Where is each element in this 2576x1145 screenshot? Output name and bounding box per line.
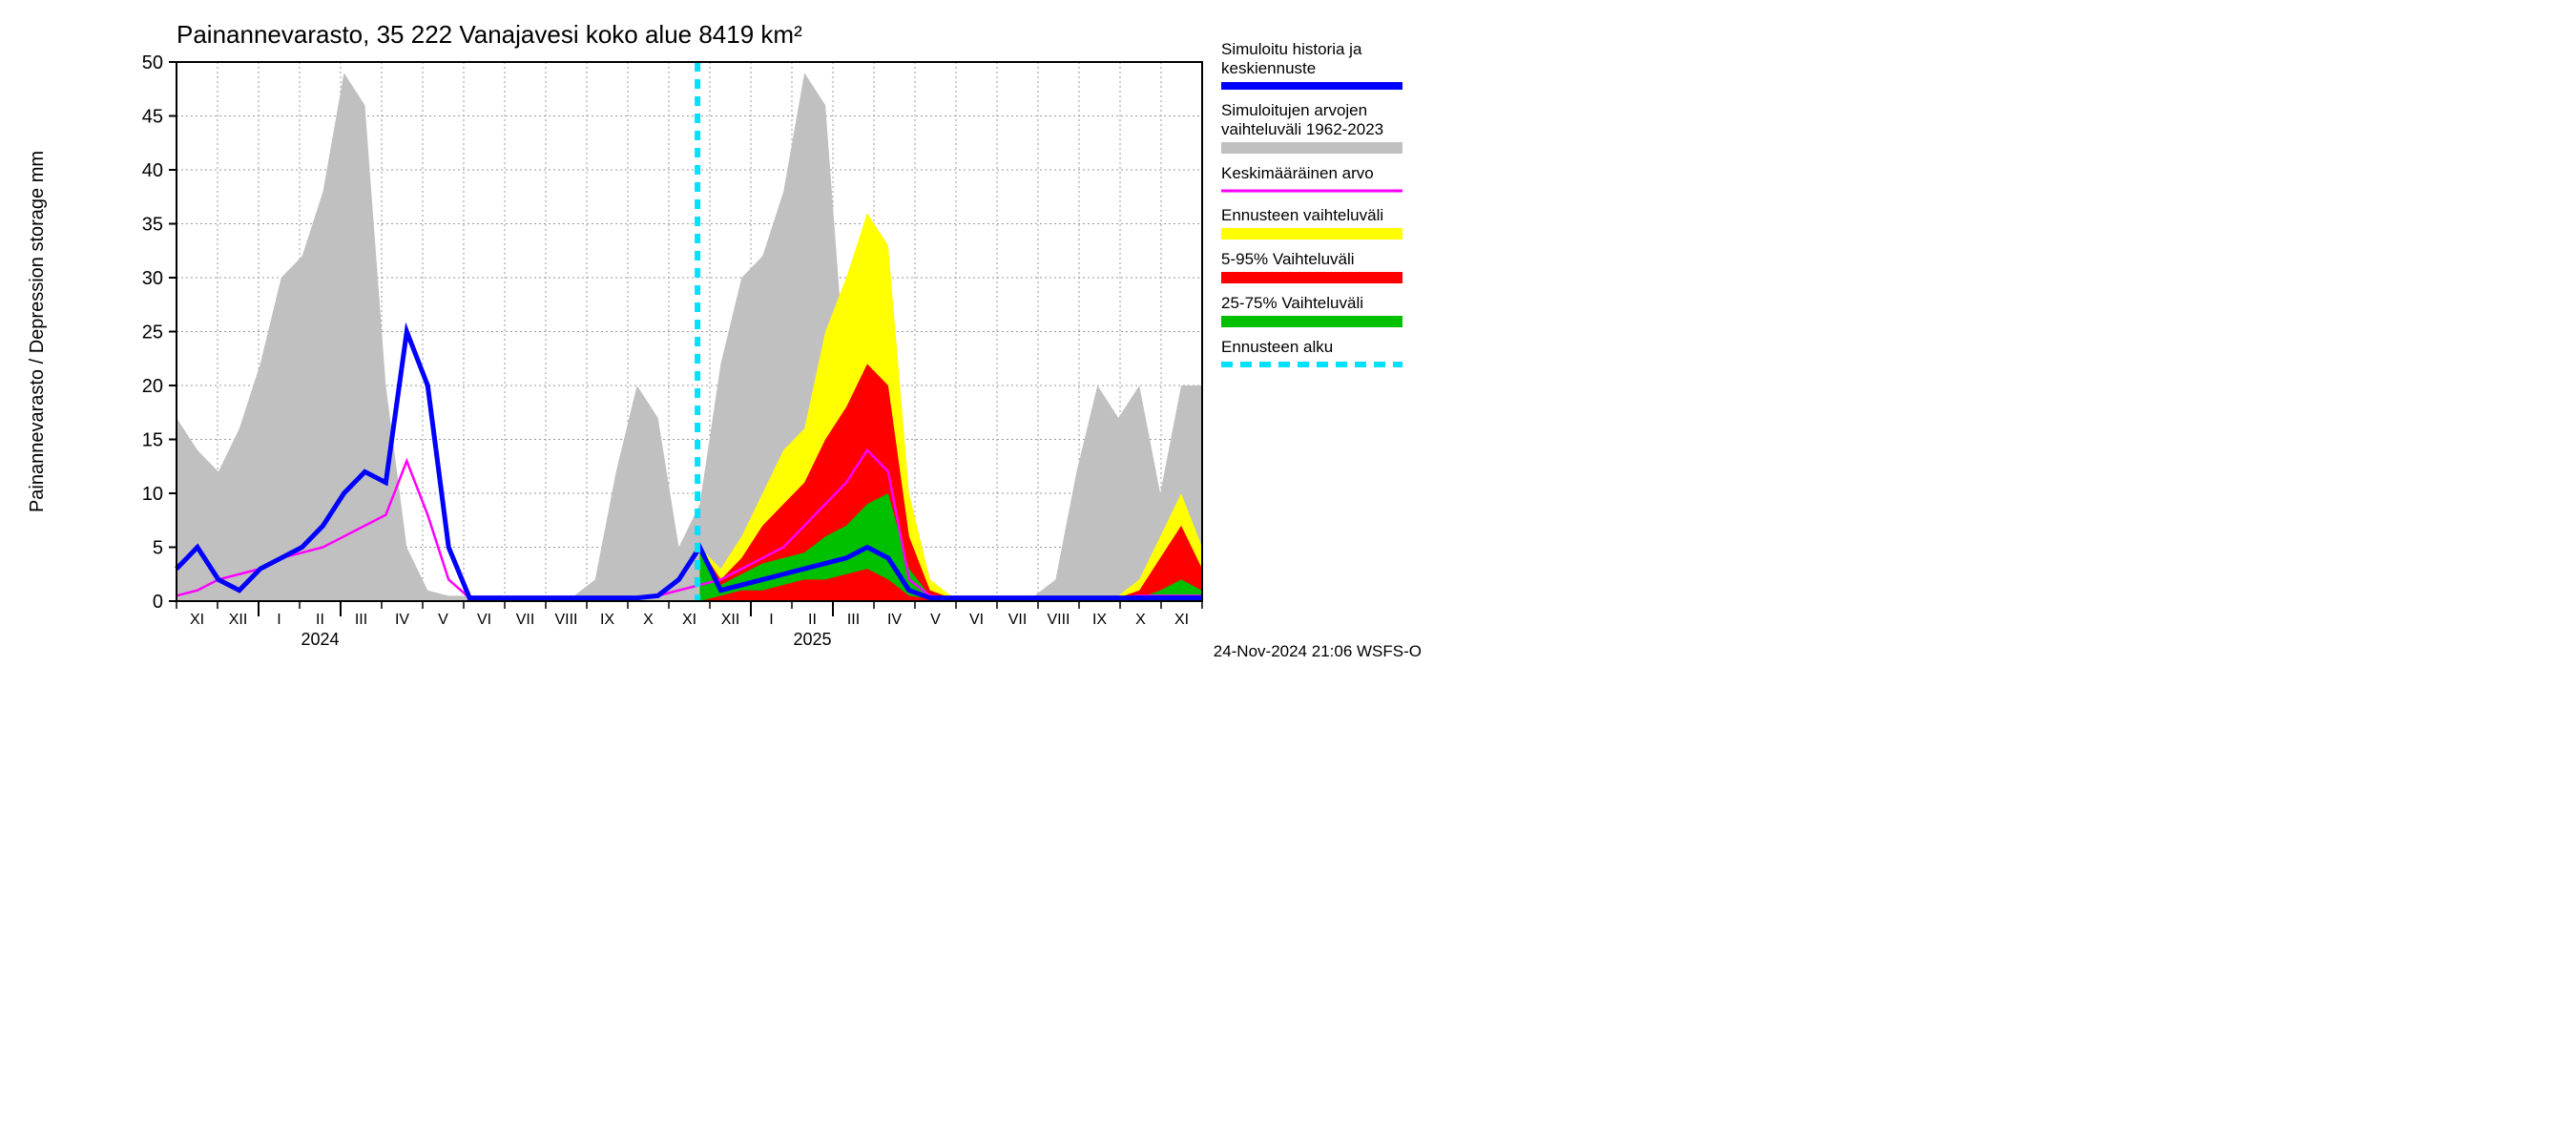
svg-text:XI: XI (190, 612, 204, 628)
x-axis: XIXIIIIIIIIIVVVIVIIVIIIIXXXIXIIIIIIIIIVV… (177, 601, 1202, 649)
svg-text:50: 50 (142, 52, 163, 73)
svg-text:45: 45 (142, 107, 163, 128)
svg-text:35: 35 (142, 215, 163, 236)
svg-text:25: 25 (142, 323, 163, 344)
svg-text:20: 20 (142, 376, 163, 397)
svg-text:2024: 2024 (301, 630, 339, 649)
svg-text:25-75% Vaihteluväli: 25-75% Vaihteluväli (1221, 294, 1363, 312)
svg-text:5-95% Vaihteluväli: 5-95% Vaihteluväli (1221, 250, 1355, 268)
svg-text:Ennusteen vaihteluväli: Ennusteen vaihteluväli (1221, 206, 1383, 224)
svg-text:VI: VI (969, 612, 984, 628)
svg-text:30: 30 (142, 268, 163, 289)
legend: Simuloitu historia jakeskiennuste Simuloi… (1221, 40, 1402, 364)
svg-text:VIII: VIII (1047, 612, 1070, 628)
svg-text:II: II (316, 612, 324, 628)
svg-text:VI: VI (477, 612, 491, 628)
svg-text:III: III (355, 612, 367, 628)
svg-text:2025: 2025 (793, 630, 831, 649)
svg-text:X: X (643, 612, 654, 628)
svg-text:IV: IV (887, 612, 902, 628)
y-axis: 0 5 10 15 20 25 30 35 40 45 50 (142, 52, 177, 613)
svg-text:V: V (930, 612, 941, 628)
svg-text:10: 10 (142, 484, 163, 505)
svg-text:VII: VII (1008, 612, 1028, 628)
svg-text:I: I (769, 612, 773, 628)
y-axis-label: Painannevarasto / Depression storage mm (27, 151, 48, 512)
footer-timestamp: 24-Nov-2024 21:06 WSFS-O (1214, 642, 1422, 660)
chart-container: 05101520253035404550XIXIIIIIIIIIVVVIVIIV… (0, 0, 1431, 668)
svg-text:IV: IV (395, 612, 409, 628)
svg-text:XII: XII (721, 612, 740, 628)
svg-text:15: 15 (142, 430, 163, 451)
svg-text:vaihteluväli 1962-2023: vaihteluväli 1962-2023 (1221, 120, 1383, 138)
svg-text:III: III (847, 612, 860, 628)
bands (177, 73, 1202, 601)
svg-text:0: 0 (153, 592, 163, 613)
chart-title: Painannevarasto, 35 222 Vanajavesi koko … (177, 20, 802, 49)
svg-text:X: X (1135, 612, 1146, 628)
svg-text:VIII: VIII (554, 612, 577, 628)
svg-text:Simuloitujen arvojen: Simuloitujen arvojen (1221, 101, 1367, 119)
svg-text:5: 5 (153, 538, 163, 559)
svg-text:Keskimääräinen arvo: Keskimääräinen arvo (1221, 164, 1374, 182)
svg-text:Ennusteen alku: Ennusteen alku (1221, 338, 1333, 356)
svg-text:I: I (277, 612, 280, 628)
svg-text:V: V (438, 612, 448, 628)
historical-range-band (177, 73, 1202, 601)
svg-text:IX: IX (600, 612, 614, 628)
svg-text:II: II (808, 612, 817, 628)
svg-text:40: 40 (142, 160, 163, 181)
svg-text:XI: XI (682, 612, 696, 628)
svg-text:XI: XI (1174, 612, 1189, 628)
svg-text:IX: IX (1092, 612, 1107, 628)
svg-text:VII: VII (516, 612, 535, 628)
svg-text:keskiennuste: keskiennuste (1221, 59, 1316, 77)
svg-text:XII: XII (229, 612, 248, 628)
svg-text:Simuloitu historia ja: Simuloitu historia ja (1221, 40, 1362, 58)
chart-svg: 05101520253035404550XIXIIIIIIIIIVVVIVIIV… (0, 0, 1431, 668)
